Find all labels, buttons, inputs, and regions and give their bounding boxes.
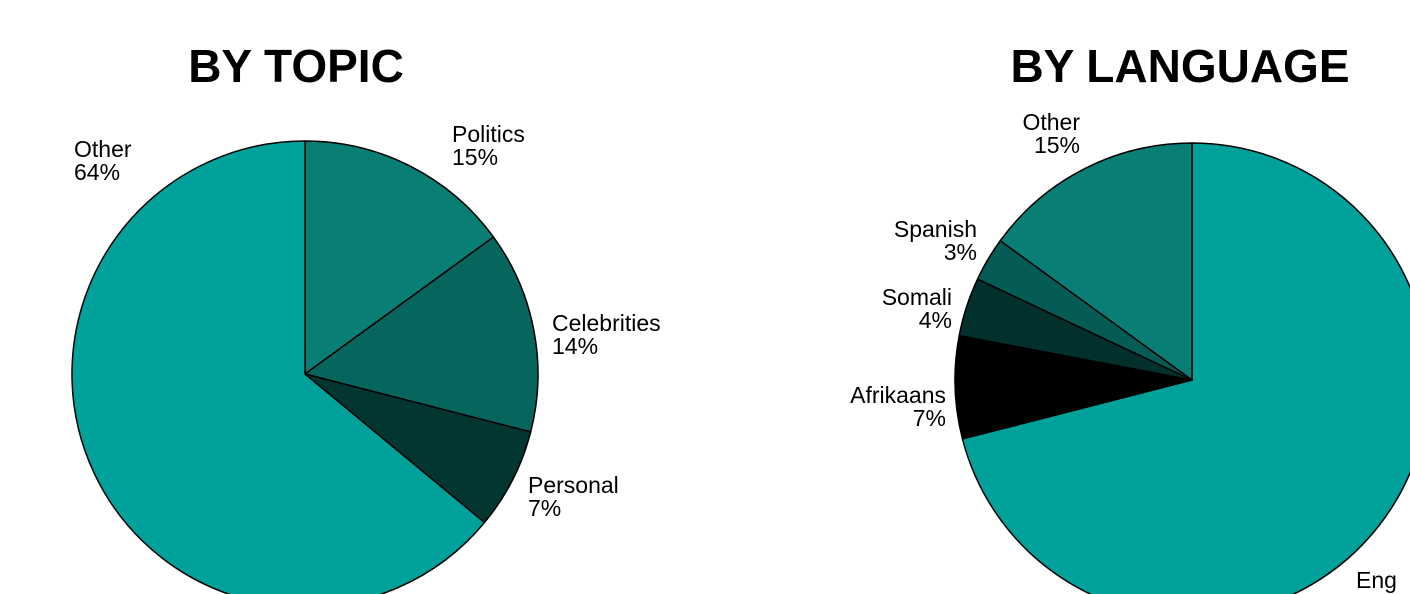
language-slice-afrikaans	[954, 334, 1193, 440]
topic-slice-celebrities	[304, 236, 539, 433]
language-value-spanish: 3%	[944, 239, 977, 265]
language-value-other: 15%	[1034, 132, 1080, 158]
language-label-afrikaans: Afrikaans	[850, 382, 946, 408]
topic-slices	[71, 140, 539, 594]
language-chart-title: BY LANGUAGE	[1010, 40, 1349, 92]
topic-value-politics: 15%	[452, 144, 498, 170]
topic-label-celebrities: Celebrities	[552, 310, 661, 336]
language-slice-other	[999, 142, 1193, 381]
topic-slice-personal	[304, 373, 532, 524]
language-label-somali: Somali	[882, 284, 952, 310]
topic-value-personal: 7%	[528, 495, 561, 521]
language-label-other: Other	[1022, 109, 1080, 135]
topic-label-other: Other	[74, 136, 132, 162]
language-label-spanish: Spanish	[894, 216, 977, 242]
language-value-somali: 4%	[919, 307, 952, 333]
topic-label-personal: Personal	[528, 472, 619, 498]
language-value-afrikaans: 7%	[913, 405, 946, 431]
topic-chart-title: BY TOPIC	[188, 40, 404, 92]
topic-slice-other	[71, 140, 486, 594]
topic-value-celebrities: 14%	[552, 333, 598, 359]
language-slice-english	[961, 142, 1410, 594]
topic-value-other: 64%	[74, 159, 120, 185]
language-slices	[954, 142, 1410, 594]
topic-label-politics: Politics	[452, 121, 525, 147]
topic-slice-politics	[304, 140, 495, 375]
language-label-english: Eng	[1356, 567, 1397, 593]
